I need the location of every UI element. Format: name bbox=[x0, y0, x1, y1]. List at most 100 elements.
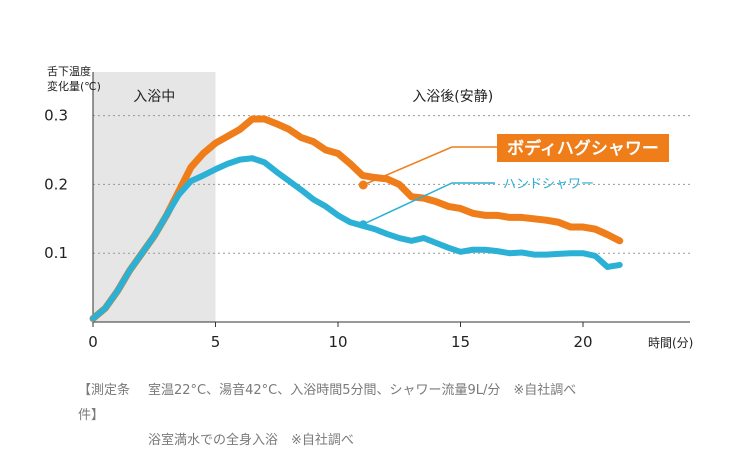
y-tick-label: 0.3 bbox=[44, 107, 68, 125]
data-point bbox=[153, 235, 155, 237]
data-point bbox=[202, 174, 204, 176]
y-axis-label-line-1: 変化量(℃) bbox=[47, 79, 101, 93]
data-point bbox=[411, 240, 412, 242]
data-point bbox=[239, 128, 241, 130]
axes bbox=[92, 72, 690, 327]
data-point bbox=[288, 128, 290, 130]
data-point bbox=[374, 228, 376, 230]
data-point bbox=[509, 252, 510, 254]
data-point bbox=[521, 216, 523, 218]
phase-shade-0 bbox=[93, 72, 216, 322]
data-point bbox=[484, 249, 486, 251]
data-point bbox=[276, 123, 278, 125]
data-point bbox=[239, 159, 241, 161]
data-point bbox=[166, 214, 167, 216]
phase-label-0: 入浴中 bbox=[133, 89, 175, 105]
data-point bbox=[264, 118, 265, 120]
data-point bbox=[447, 205, 449, 207]
data-point bbox=[227, 163, 229, 165]
data-point bbox=[288, 180, 290, 182]
data-point bbox=[582, 226, 584, 228]
data-point bbox=[251, 118, 253, 120]
data-point bbox=[300, 189, 302, 191]
series-0-leader bbox=[362, 146, 497, 186]
data-point bbox=[509, 216, 510, 218]
data-point bbox=[435, 242, 437, 244]
notes-lead: 【測定条件】 bbox=[78, 383, 131, 423]
data-point bbox=[411, 196, 412, 198]
x-tick-label: 10 bbox=[328, 333, 347, 351]
data-point bbox=[558, 221, 559, 223]
phase-label-1: 入浴後(安静) bbox=[412, 89, 493, 105]
data-point bbox=[423, 197, 425, 199]
series-1-legend-label: ハンドシャワー bbox=[503, 177, 594, 192]
x-tick-label: 0 bbox=[88, 333, 98, 351]
series-line-0 bbox=[89, 115, 624, 323]
data-point bbox=[104, 307, 106, 309]
plot-background bbox=[93, 72, 216, 322]
series-0-legend-label: ボディハグシャワー bbox=[507, 138, 659, 159]
data-point bbox=[423, 237, 425, 239]
data-point bbox=[545, 219, 547, 221]
data-point bbox=[533, 218, 535, 220]
data-point bbox=[435, 201, 437, 203]
data-point bbox=[325, 149, 327, 151]
data-point bbox=[386, 233, 388, 235]
data-point bbox=[141, 252, 143, 254]
series-lines bbox=[89, 115, 624, 323]
y-axis-label-line-0: 舌下温度 bbox=[47, 64, 91, 78]
data-point bbox=[472, 212, 474, 214]
x-tick-label: 15 bbox=[451, 333, 470, 351]
data-point bbox=[496, 250, 498, 252]
data-point bbox=[398, 237, 400, 239]
data-point bbox=[582, 252, 584, 254]
data-point bbox=[349, 163, 351, 165]
data-point bbox=[251, 157, 253, 159]
data-point bbox=[264, 161, 265, 163]
data-point bbox=[386, 178, 388, 180]
data-point bbox=[472, 249, 474, 251]
notes-line-1: 室温22°C、湯音42°C、入浴時間5分間、シャワー流量9L/分 ※自社調べ bbox=[148, 383, 577, 398]
data-point bbox=[496, 214, 498, 216]
data-point bbox=[215, 142, 216, 144]
data-point bbox=[570, 226, 572, 228]
y-tick-label: 0.1 bbox=[44, 244, 68, 262]
data-point bbox=[202, 152, 204, 154]
data-point bbox=[607, 234, 608, 236]
notes-line-2: 浴室満水での全身入浴 ※自社調べ bbox=[148, 433, 354, 448]
data-point bbox=[484, 214, 486, 216]
data-point bbox=[276, 171, 278, 173]
data-point bbox=[570, 252, 572, 254]
data-point bbox=[325, 205, 327, 207]
data-point bbox=[374, 177, 376, 179]
data-point bbox=[533, 254, 535, 256]
data-point bbox=[349, 221, 351, 223]
chart-labels: 入浴中 入浴後(安静) 0.1 0.2 0.3 0 5 10 15 20 時間(分) 舌下温度変化量(… bbox=[44, 64, 693, 351]
data-point bbox=[460, 251, 461, 253]
data-point bbox=[190, 166, 192, 168]
x-tick-label: 20 bbox=[573, 333, 592, 351]
data-point bbox=[178, 194, 180, 196]
y-tick-label: 0.2 bbox=[44, 175, 68, 193]
data-point bbox=[313, 141, 314, 143]
series-line-1 bbox=[90, 155, 623, 322]
data-point bbox=[545, 254, 547, 256]
series-0-legend-box bbox=[497, 134, 669, 162]
data-point bbox=[313, 199, 314, 201]
data-point bbox=[362, 174, 363, 176]
data-point bbox=[607, 266, 608, 268]
line-chart: 入浴中 入浴後(安静) 0.1 0.2 0.3 0 5 10 15 20 時間(分) 舌下温度変化量(… bbox=[44, 64, 693, 351]
data-point bbox=[337, 214, 339, 216]
data-point bbox=[521, 252, 523, 254]
data-point bbox=[460, 207, 461, 209]
data-point bbox=[117, 290, 118, 292]
x-axis-label: 時間(分) bbox=[648, 336, 693, 350]
data-point bbox=[619, 264, 621, 266]
data-point bbox=[215, 168, 216, 170]
series-1-leader bbox=[362, 182, 495, 225]
x-tick-label: 5 bbox=[211, 333, 221, 351]
data-point bbox=[594, 255, 596, 257]
data-point bbox=[619, 240, 621, 242]
data-point bbox=[594, 228, 596, 230]
data-point bbox=[398, 183, 400, 185]
